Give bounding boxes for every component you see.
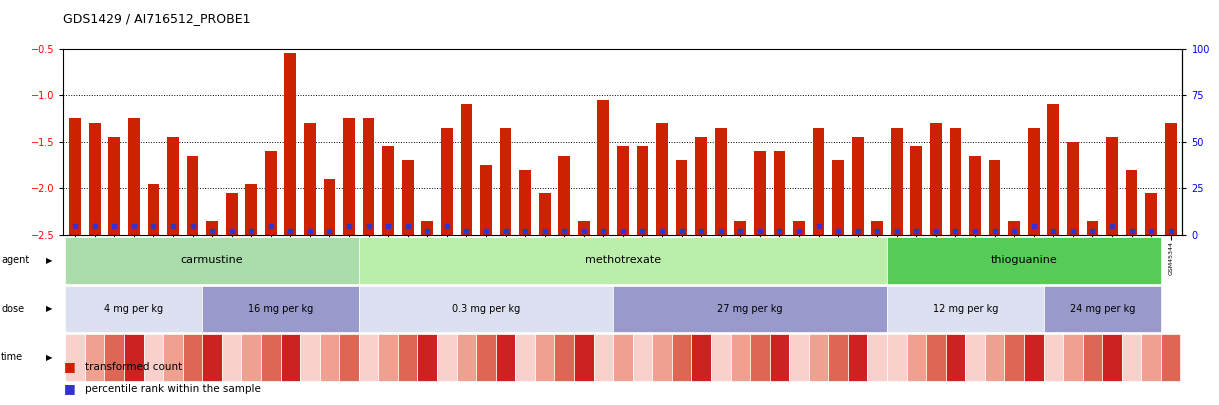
Bar [950,128,962,235]
Bar [597,100,610,235]
Text: ▶: ▶ [46,353,52,362]
Bar [755,151,766,235]
Text: dose: dose [1,304,24,314]
Bar [1146,193,1157,235]
Bar [930,123,942,235]
Bar [265,151,277,235]
Bar [989,160,1001,235]
Bar [1165,123,1176,235]
Bar [108,137,121,235]
Bar [558,156,570,235]
Bar [617,147,629,235]
Text: ▶: ▶ [46,304,52,313]
Text: percentile rank within the sample: percentile rank within the sample [85,384,261,394]
Bar [206,221,218,235]
Bar [794,221,805,235]
Bar [344,119,355,235]
Bar [675,160,688,235]
Bar [734,221,746,235]
Text: methotrexate: methotrexate [585,255,661,265]
Text: transformed count: transformed count [85,362,183,371]
Bar [539,193,551,235]
Text: ■: ■ [63,382,76,395]
Bar [872,221,883,235]
Text: GDS1429 / AI716512_PROBE1: GDS1429 / AI716512_PROBE1 [63,12,251,25]
Text: 16 mg per kg: 16 mg per kg [247,304,313,314]
Bar [167,137,179,235]
Bar [891,128,903,235]
Bar [304,123,316,235]
Text: thioguanine: thioguanine [991,255,1057,265]
Bar [969,156,981,235]
Text: 12 mg per kg: 12 mg per kg [933,304,998,314]
Bar [1067,142,1079,235]
Bar [911,147,923,235]
Bar [402,160,413,235]
Text: 4 mg per kg: 4 mg per kg [105,304,163,314]
Bar [852,137,863,235]
Bar [1047,104,1059,235]
Text: ■: ■ [63,360,76,373]
Bar [695,137,707,235]
Bar [383,147,394,235]
Bar [1125,170,1137,235]
Bar [1086,221,1098,235]
Bar [284,53,296,235]
Bar [226,193,238,235]
Bar [714,128,727,235]
Bar [89,123,100,235]
Bar [1028,128,1040,235]
Bar [480,165,491,235]
Text: 24 mg per kg: 24 mg per kg [1069,304,1135,314]
Bar [441,128,452,235]
Bar [1008,221,1020,235]
Bar [363,119,374,235]
Text: 27 mg per kg: 27 mg per kg [717,304,783,314]
Bar [813,128,824,235]
Bar [500,128,512,235]
Bar [578,221,590,235]
Bar [147,184,160,235]
Text: 0.3 mg per kg: 0.3 mg per kg [452,304,521,314]
Text: ▶: ▶ [46,256,52,265]
Bar [833,160,844,235]
Bar [1106,137,1118,235]
Bar [656,123,668,235]
Text: agent: agent [1,255,29,265]
Bar [461,104,472,235]
Bar [245,184,257,235]
Bar [323,179,335,235]
Bar [422,221,433,235]
Bar [187,156,199,235]
Text: carmustine: carmustine [180,255,244,265]
Bar [774,151,785,235]
Text: time: time [1,352,23,362]
Bar [636,147,649,235]
Bar [128,119,140,235]
Bar [519,170,531,235]
Bar [69,119,80,235]
